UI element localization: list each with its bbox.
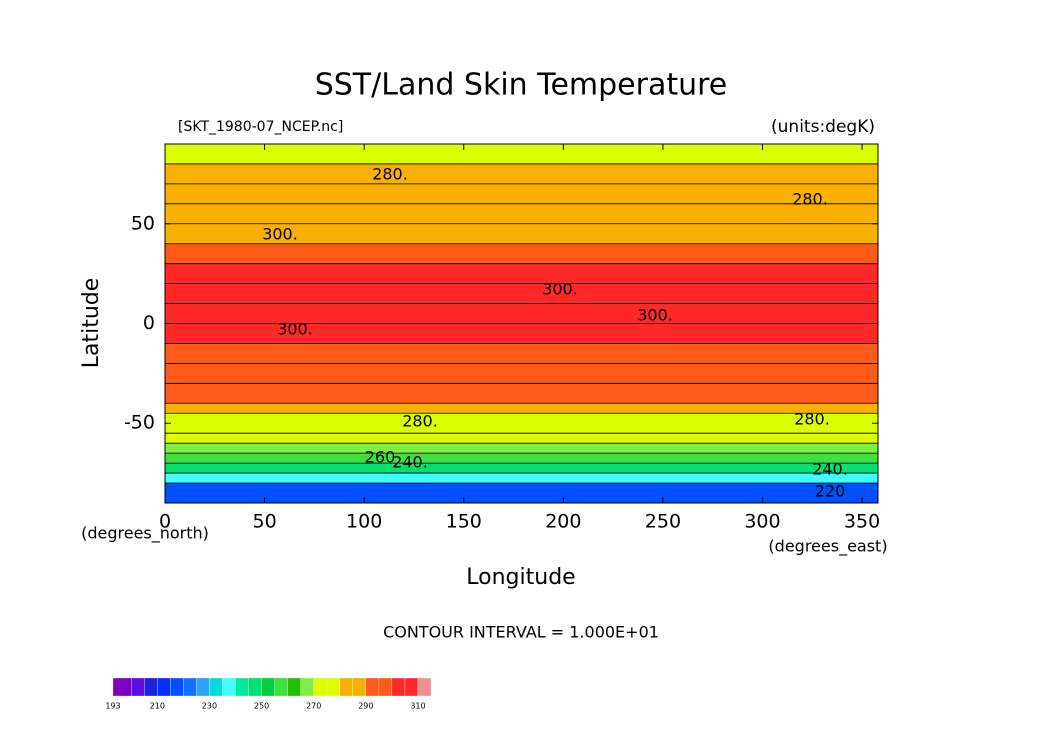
colorbar-label: 270 xyxy=(306,702,321,711)
subtitle-left: [SKT_1980-07_NCEP.nc] xyxy=(178,119,343,135)
x-tick-label: 0 xyxy=(159,511,171,533)
footer: CONTOUR INTERVAL = 1.000E+01 xyxy=(383,623,659,642)
colorbar-label: 193 xyxy=(105,702,120,711)
y-tick-label: 50 xyxy=(131,212,155,234)
contour-label: 280. xyxy=(402,412,438,431)
colorbar-box xyxy=(274,677,288,697)
colorbar-box xyxy=(326,677,340,697)
colorbar-label: 230 xyxy=(202,702,217,711)
colorbar-label: 290 xyxy=(358,702,373,711)
field-band xyxy=(165,243,878,264)
contour-label: 220 xyxy=(815,482,846,501)
x-tick-label: 100 xyxy=(346,511,382,533)
contour-label: 280. xyxy=(792,190,828,209)
contour-label: 300. xyxy=(277,320,313,339)
contour-label: 280. xyxy=(794,410,830,429)
contour-label: 300. xyxy=(262,225,298,244)
contour-label: 240. xyxy=(392,453,428,472)
contour-label: 260 xyxy=(365,448,396,467)
field-band xyxy=(165,144,878,164)
colorbar-box xyxy=(391,677,406,697)
colorbar-box xyxy=(131,677,145,697)
colorbar-box xyxy=(144,677,158,697)
field-band xyxy=(165,323,878,344)
colorbar-box xyxy=(112,677,132,697)
x-tick-label: 150 xyxy=(446,511,482,533)
x-unit: (degrees_east) xyxy=(768,537,887,557)
y-tick-label: 0 xyxy=(143,312,155,334)
colorbar-box xyxy=(300,677,314,697)
x-axis-label: Longitude xyxy=(466,565,575,590)
field-band xyxy=(165,433,878,444)
y-unit: (degrees_north) xyxy=(81,524,209,544)
colorbar-box xyxy=(157,677,171,697)
field-band xyxy=(165,163,878,184)
x-tick-label: 200 xyxy=(545,511,581,533)
colorbar-box xyxy=(287,677,301,697)
colorbar-box xyxy=(183,677,197,697)
field-band xyxy=(165,443,878,454)
colorbar-box xyxy=(352,677,366,697)
colorbar-box xyxy=(222,677,236,697)
colorbar-box xyxy=(404,677,419,697)
x-tick-label: 50 xyxy=(252,511,276,533)
colorbar-box xyxy=(235,677,249,697)
x-tick-label: 250 xyxy=(645,511,681,533)
field-band xyxy=(165,403,878,414)
field-band xyxy=(165,483,878,503)
colorbar-box xyxy=(417,677,432,697)
colorbar-box xyxy=(196,677,210,697)
colorbar-label: 310 xyxy=(410,702,425,711)
colorbar-box xyxy=(170,677,184,697)
colorbar-label: 250 xyxy=(254,702,269,711)
field-band xyxy=(165,283,878,304)
subtitle-right: (units:degK) xyxy=(771,117,875,137)
field-band xyxy=(165,343,878,364)
colorbar-box xyxy=(378,677,393,697)
colorbar-box xyxy=(209,677,223,697)
field-band xyxy=(165,203,878,224)
y-tick-label: -50 xyxy=(124,412,155,434)
field-band xyxy=(165,303,878,324)
colorbar-label: 210 xyxy=(150,702,165,711)
field-band xyxy=(165,183,878,204)
field-band xyxy=(165,473,878,484)
field-band xyxy=(165,453,878,464)
colorbar-box xyxy=(248,677,262,697)
contour-label: 300. xyxy=(542,280,578,299)
field-band xyxy=(165,413,878,434)
field-band xyxy=(165,263,878,284)
x-tick-label: 350 xyxy=(844,511,880,533)
contour-label: 240. xyxy=(812,460,848,479)
field-band xyxy=(165,383,878,404)
chart-title: SST/Land Skin Temperature xyxy=(315,68,728,103)
x-tick-label: 300 xyxy=(744,511,780,533)
field-band xyxy=(165,463,878,474)
contour-label: 280. xyxy=(372,165,408,184)
colorbar-box xyxy=(365,677,380,697)
field-band xyxy=(165,223,878,244)
colorbar-box xyxy=(313,677,327,697)
field-band xyxy=(165,363,878,384)
colorbar-box xyxy=(261,677,275,697)
y-axis-label: Latitude xyxy=(79,278,104,369)
contour-label: 300. xyxy=(637,306,673,325)
colorbar-box xyxy=(339,677,353,697)
